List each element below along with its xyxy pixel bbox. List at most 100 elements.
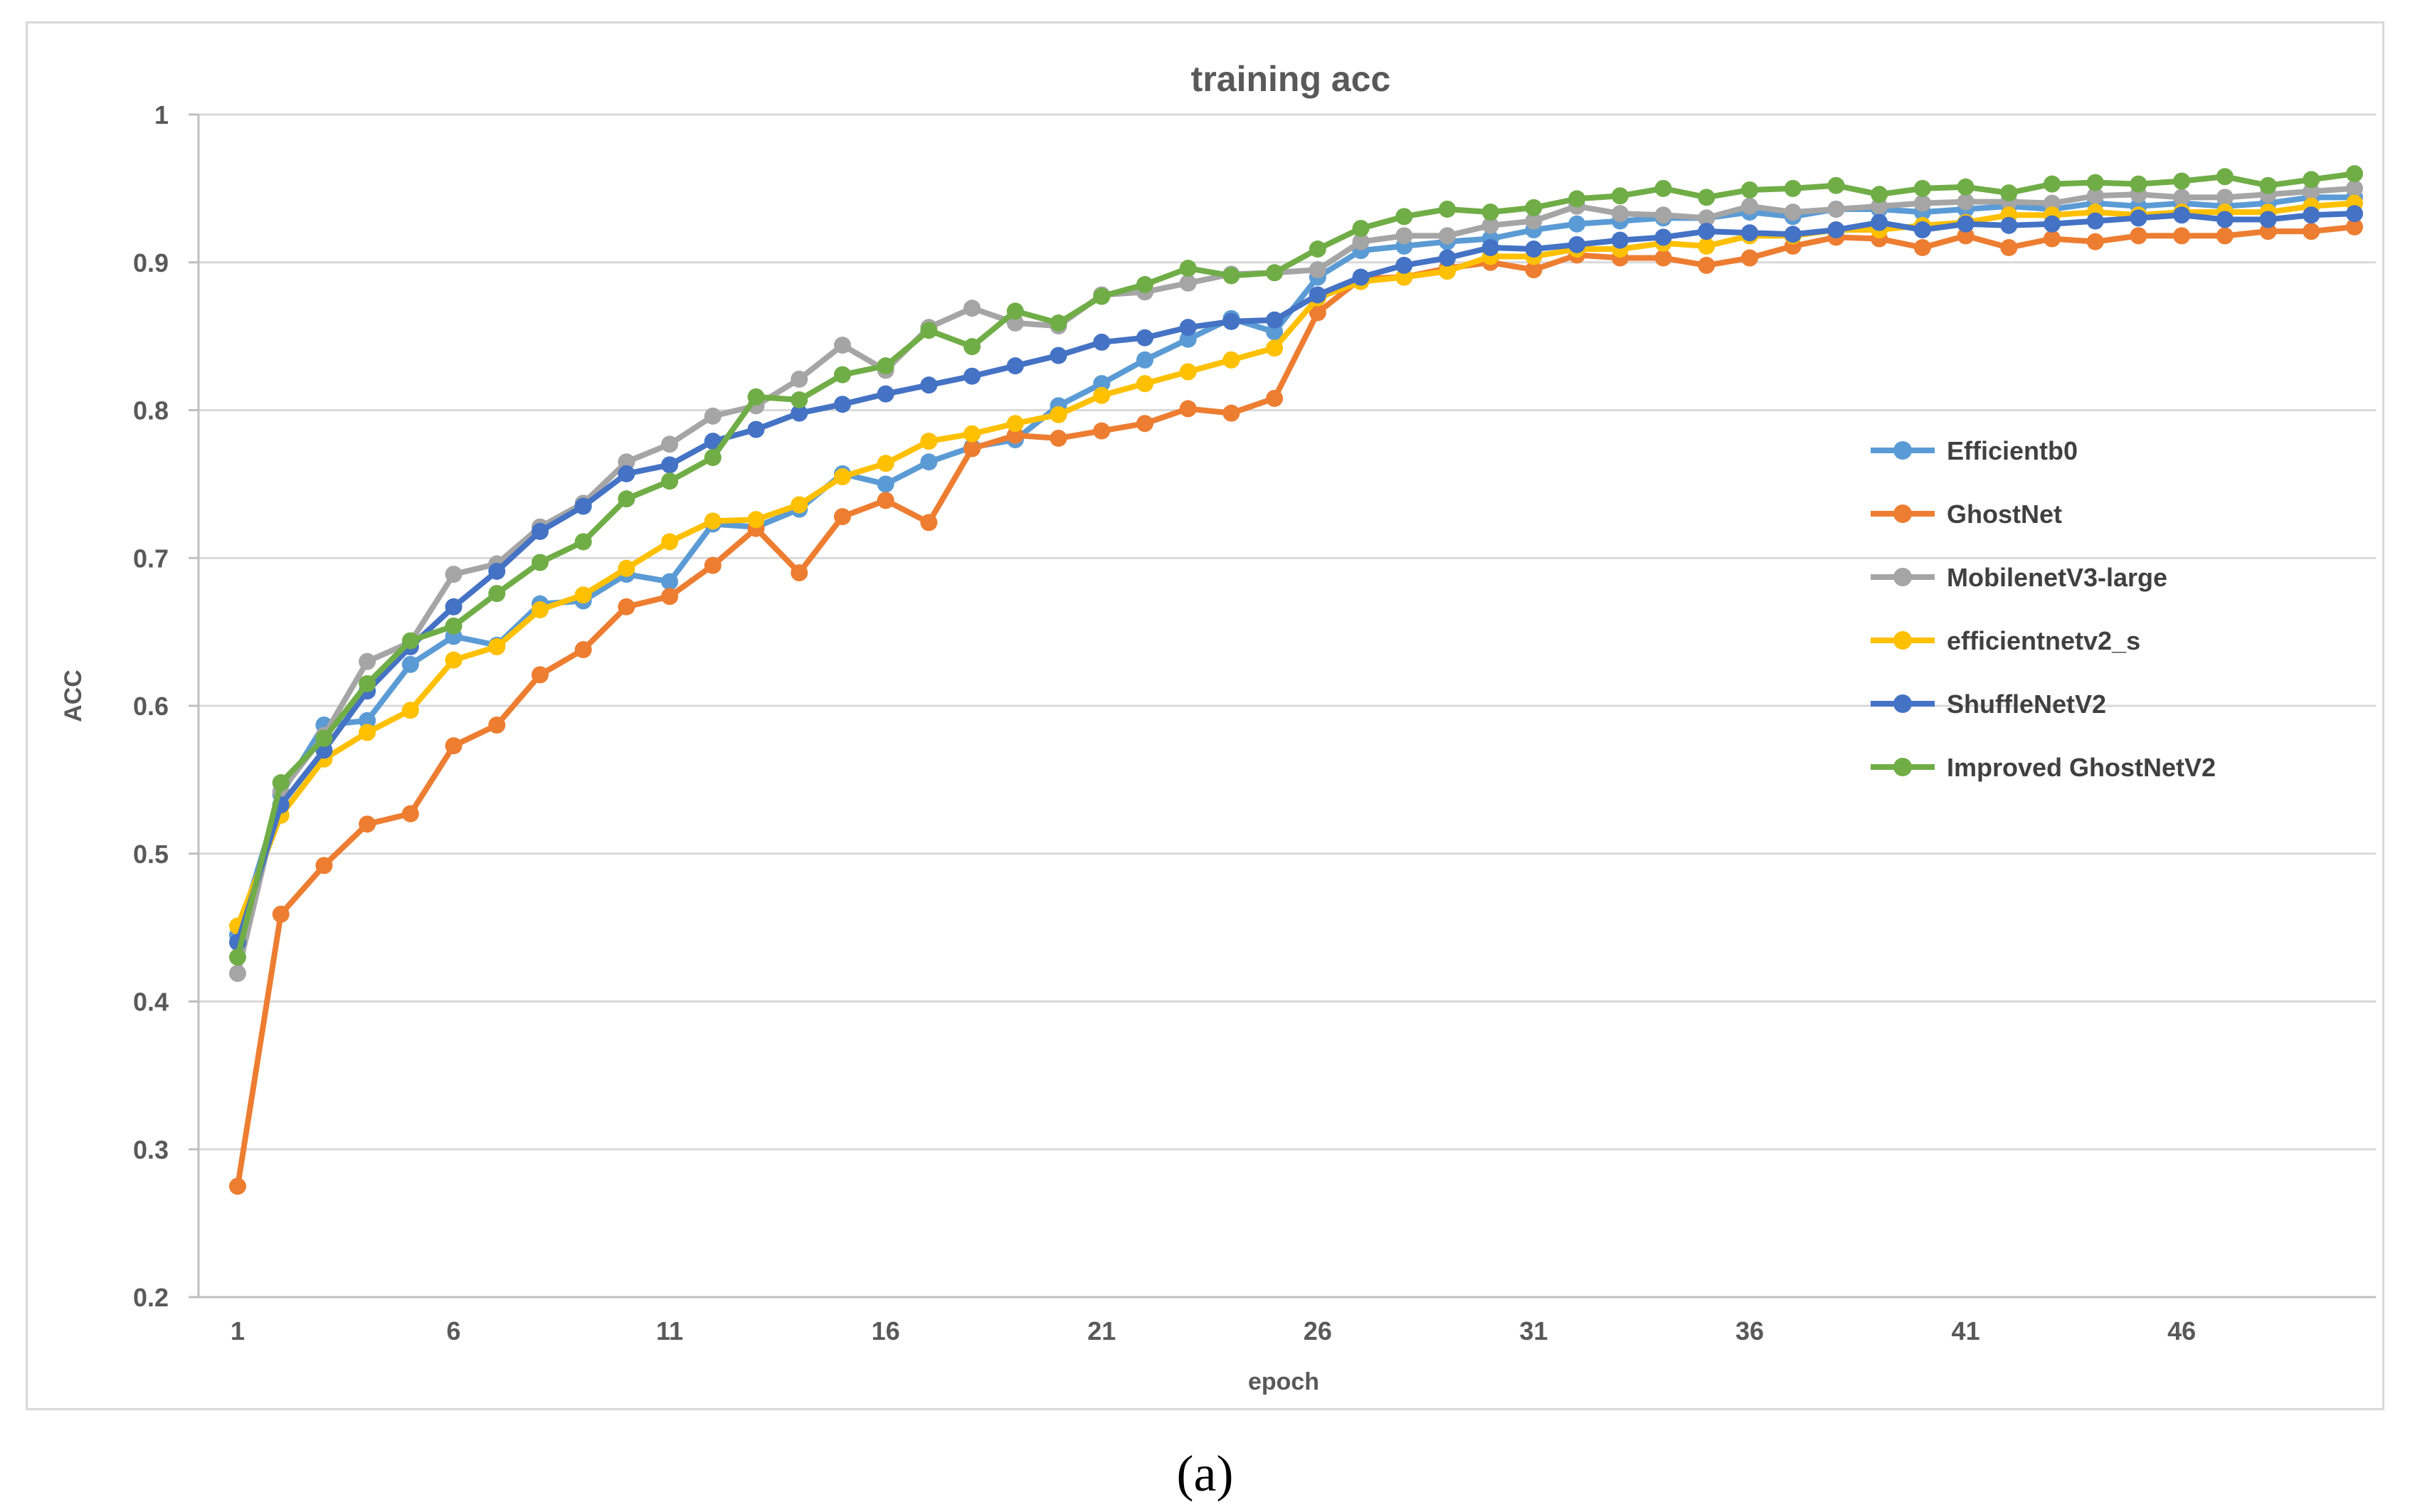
data-point-mobilenetv3-large [1784, 203, 1802, 221]
data-point-shufflenetv2 [1741, 224, 1758, 242]
legend-item-efficientb0: Efficientb0 [1871, 436, 2078, 465]
data-point-shufflenetv2 [1439, 249, 1456, 267]
data-point-shufflenetv2 [1568, 236, 1586, 253]
data-point-shufflenetv2 [1784, 226, 1802, 243]
data-point-ghostnet [1309, 304, 1326, 322]
data-point-ghostnet [1136, 415, 1153, 433]
data-point-improved-ghostnetv2 [920, 322, 938, 339]
data-point-shufflenetv2 [2216, 211, 2234, 228]
data-point-efficientnetv2-s [359, 724, 376, 741]
data-point-improved-ghostnetv2 [1871, 186, 1888, 203]
data-point-improved-ghostnetv2 [1784, 179, 1802, 197]
data-point-improved-ghostnetv2 [1957, 178, 1975, 196]
data-point-improved-ghostnetv2 [1741, 181, 1758, 199]
data-point-improved-ghostnetv2 [1136, 275, 1153, 293]
legend-label: ShuffleNetV2 [1947, 689, 2106, 719]
data-point-shufflenetv2 [1050, 347, 1067, 364]
data-point-mobilenetv3-large [1352, 233, 1370, 250]
data-point-mobilenetv3-large [704, 407, 722, 425]
data-point-improved-ghostnetv2 [1006, 302, 1024, 320]
data-point-improved-ghostnetv2 [532, 554, 549, 571]
data-point-ghostnet [2259, 223, 2277, 240]
data-point-mobilenetv3-large [1309, 261, 1326, 279]
data-point-shufflenetv2 [1179, 319, 1197, 337]
data-point-ghostnet [272, 905, 290, 923]
data-point-improved-ghostnetv2 [401, 632, 419, 650]
data-point-shufflenetv2 [2086, 212, 2104, 230]
data-point-improved-ghostnetv2 [359, 675, 376, 692]
series-ghostnet [229, 218, 2363, 1195]
data-point-improved-ghostnetv2 [1654, 179, 1672, 197]
data-point-improved-ghostnetv2 [1481, 203, 1499, 221]
data-point-efficientnetv2-s [445, 651, 463, 669]
data-point-ghostnet [2044, 230, 2061, 248]
data-point-shufflenetv2 [574, 497, 592, 515]
legend-label: Improved GhostNetV2 [1947, 753, 2216, 782]
x-tick-label: 36 [1735, 1316, 1764, 1346]
y-tick-label: 0.5 [133, 840, 169, 869]
data-point-improved-ghostnetv2 [1698, 189, 1716, 206]
data-point-ghostnet [2086, 233, 2104, 250]
data-point-shufflenetv2 [1006, 357, 1024, 375]
data-point-efficientnetv2-s [920, 433, 938, 450]
data-point-efficientnetv2-s [747, 511, 765, 529]
x-tick-label: 6 [447, 1316, 461, 1346]
data-point-ghostnet [661, 588, 679, 606]
data-point-mobilenetv3-large [1395, 227, 1413, 245]
data-point-efficientnetv2-s [963, 425, 981, 443]
x-tick-label: 1 [231, 1316, 245, 1346]
y-tick-label: 0.6 [133, 692, 169, 721]
legend-item-efficientnetv2-s: efficientnetv2_s [1871, 626, 2140, 655]
data-point-shufflenetv2 [2259, 211, 2277, 228]
data-point-shufflenetv2 [2130, 209, 2147, 227]
y-tick-label: 0.4 [133, 988, 169, 1017]
data-point-ghostnet [532, 666, 549, 684]
data-point-mobilenetv3-large [661, 435, 679, 453]
y-tick-label: 0.7 [133, 544, 169, 573]
data-point-efficientb0 [877, 475, 894, 493]
legend-label: efficientnetv2_s [1947, 626, 2140, 655]
legend-item-improved-ghostnetv2: Improved GhostNetV2 [1871, 753, 2216, 782]
figure-caption: (a) [1176, 1445, 1234, 1502]
data-point-improved-ghostnetv2 [2303, 171, 2320, 189]
data-point-efficientnetv2-s [1179, 363, 1197, 381]
y-tick-label: 0.8 [133, 396, 169, 425]
x-tick-label: 46 [2167, 1316, 2196, 1346]
y-tick-label: 0.9 [133, 248, 169, 277]
data-point-shufflenetv2 [661, 456, 679, 474]
data-point-improved-ghostnetv2 [2346, 165, 2363, 183]
data-point-improved-ghostnetv2 [1525, 199, 1543, 216]
data-point-mobilenetv3-large [834, 337, 851, 354]
legend-label: Efficientb0 [1947, 436, 2078, 465]
x-tick-label: 16 [872, 1316, 900, 1346]
data-point-ghostnet [704, 556, 722, 574]
data-point-ghostnet [401, 805, 419, 823]
data-point-ghostnet [1093, 422, 1111, 440]
data-point-improved-ghostnetv2 [1395, 208, 1413, 226]
data-point-ghostnet [791, 564, 808, 582]
data-point-ghostnet [574, 641, 592, 659]
data-point-ghostnet [488, 717, 506, 734]
data-point-improved-ghostnetv2 [1913, 179, 1931, 197]
legend-item-shufflenetv2: ShuffleNetV2 [1871, 689, 2106, 719]
data-point-efficientnetv2-s [834, 467, 851, 485]
data-point-mobilenetv3-large [791, 370, 808, 388]
data-point-mobilenetv3-large [2346, 179, 2363, 197]
legend-item-mobilenetv3-large: MobilenetV3-large [1871, 563, 2167, 592]
data-point-shufflenetv2 [1957, 215, 1975, 233]
data-point-mobilenetv3-large [1827, 200, 1845, 218]
data-point-efficientnetv2-s [791, 496, 808, 514]
data-point-improved-ghostnetv2 [1611, 187, 1629, 205]
data-point-mobilenetv3-large [963, 300, 981, 317]
data-point-ghostnet [2303, 223, 2320, 240]
data-point-efficientb0 [661, 573, 679, 591]
data-point-shufflenetv2 [1481, 238, 1499, 256]
data-point-shufflenetv2 [1698, 223, 1716, 240]
data-point-shufflenetv2 [2044, 215, 2061, 233]
data-point-improved-ghostnetv2 [1827, 176, 1845, 194]
data-point-improved-ghostnetv2 [963, 338, 981, 356]
data-point-mobilenetv3-large [1525, 212, 1543, 230]
legend-label: MobilenetV3-large [1947, 563, 2167, 592]
data-point-mobilenetv3-large [1741, 197, 1758, 215]
data-point-improved-ghostnetv2 [2086, 174, 2104, 191]
